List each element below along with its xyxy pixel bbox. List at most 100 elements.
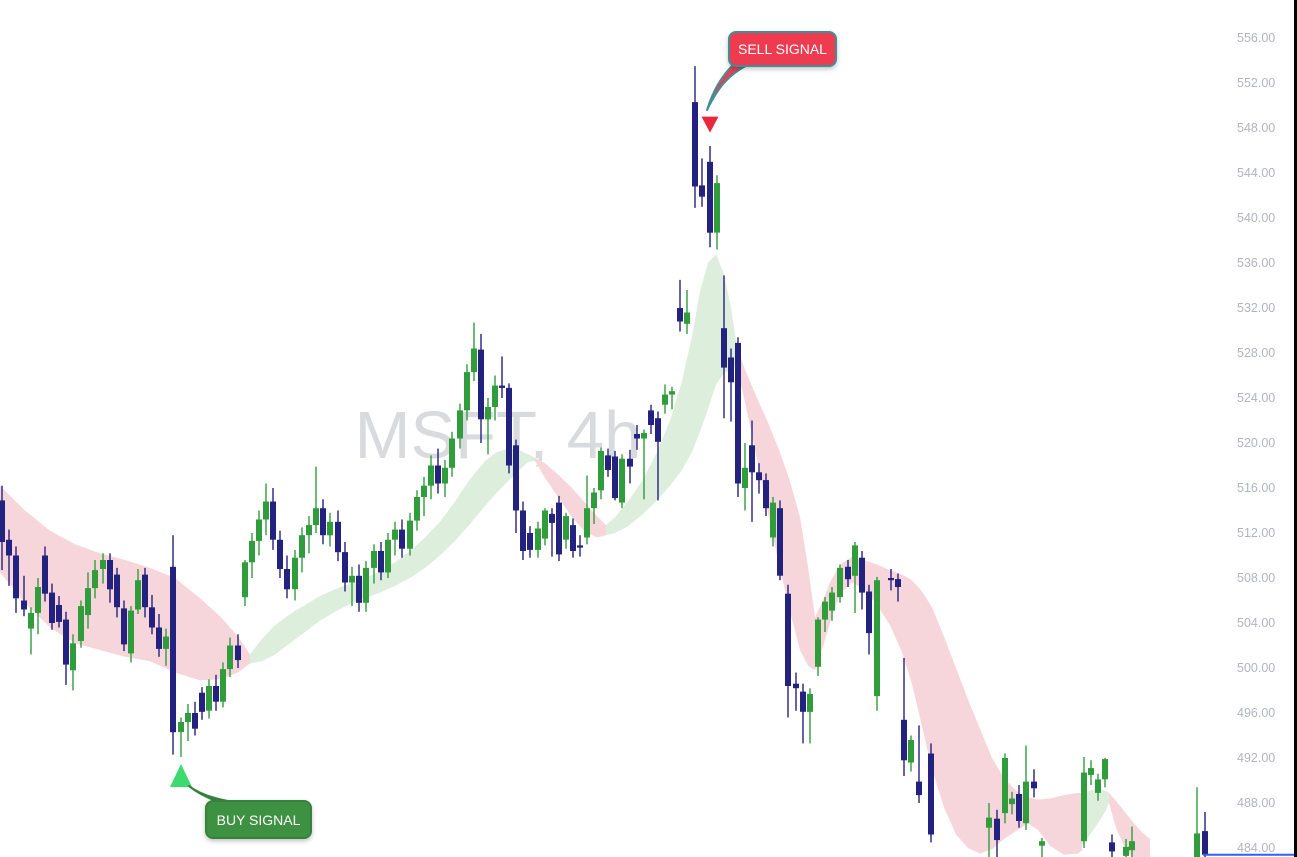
candle — [235, 634, 241, 668]
candle — [916, 725, 922, 803]
candle — [577, 535, 583, 557]
candle — [619, 454, 625, 509]
candle — [1081, 756, 1087, 848]
candle — [42, 546, 48, 602]
price-axis-label: 548.00 — [1237, 121, 1276, 135]
candle — [70, 634, 76, 691]
candle — [570, 518, 576, 558]
candle — [342, 542, 348, 592]
price-axis-label: 496.00 — [1237, 706, 1276, 720]
candle — [506, 383, 512, 474]
candle — [598, 447, 604, 500]
candle — [584, 475, 590, 545]
price-axis-label: 536.00 — [1237, 256, 1276, 270]
candle — [313, 466, 319, 533]
candle — [149, 594, 155, 635]
candle — [227, 637, 233, 677]
candle — [627, 449, 633, 484]
candle — [56, 596, 62, 628]
candle — [793, 672, 799, 711]
candle — [770, 497, 776, 547]
candle — [442, 459, 448, 497]
candle — [1202, 812, 1208, 857]
candle — [535, 521, 541, 558]
candle — [837, 564, 843, 603]
candle — [100, 553, 106, 584]
candle — [815, 617, 821, 676]
candle — [852, 542, 858, 613]
candle — [392, 521, 398, 556]
candle — [299, 527, 305, 573]
candle — [277, 530, 283, 578]
candle — [107, 553, 113, 603]
candle — [156, 614, 162, 657]
candle — [756, 463, 762, 494]
candle — [735, 337, 741, 497]
candle — [371, 544, 377, 584]
candle — [363, 561, 369, 612]
candle — [385, 533, 391, 578]
candle — [662, 384, 668, 414]
candle — [85, 572, 91, 629]
candle — [335, 510, 341, 562]
sell-signal-label: SELL SIGNAL — [738, 41, 827, 57]
candle — [1002, 753, 1008, 824]
candle — [192, 701, 198, 736]
candle — [563, 512, 569, 549]
candle — [692, 66, 698, 208]
candle — [428, 455, 434, 500]
candle — [142, 567, 148, 618]
candle — [21, 575, 27, 617]
candle — [320, 499, 326, 545]
candle — [513, 439, 519, 533]
ribbon-segment-bull — [606, 254, 737, 536]
candle — [492, 375, 498, 421]
candle — [292, 549, 298, 601]
candle — [542, 508, 548, 546]
candle — [1123, 839, 1129, 857]
candle — [256, 510, 262, 556]
buy-signal-marker — [170, 764, 192, 787]
buy-signal-callout: BUY SIGNAL — [205, 800, 312, 839]
price-axis-label: 508.00 — [1237, 571, 1276, 585]
candle — [306, 516, 312, 554]
candle — [1194, 787, 1200, 857]
price-axis-label: 556.00 — [1237, 31, 1276, 45]
candle — [1016, 785, 1022, 828]
sell-callout-tail — [706, 59, 755, 111]
candle — [6, 529, 12, 586]
candle — [714, 175, 720, 250]
candle — [457, 403, 463, 449]
candle — [908, 735, 914, 772]
candle — [648, 404, 654, 434]
candle — [270, 488, 276, 550]
window-right-border — [1294, 0, 1297, 857]
candle — [721, 275, 727, 419]
sell-signal-callout: SELL SIGNAL — [728, 31, 837, 67]
candle — [114, 567, 120, 618]
candle — [928, 743, 934, 843]
candle — [1095, 773, 1101, 801]
candle — [634, 425, 640, 450]
signal-markers — [170, 116, 719, 787]
price-axis-label: 484.00 — [1237, 841, 1276, 855]
candle — [1102, 758, 1108, 788]
price-axis-label: 528.00 — [1237, 346, 1276, 360]
candle — [549, 508, 555, 557]
candle — [669, 386, 675, 410]
candle — [829, 587, 835, 621]
candle — [249, 533, 255, 578]
candle — [35, 578, 41, 635]
candle — [591, 488, 597, 524]
candle — [777, 500, 783, 581]
candle — [178, 717, 184, 757]
candle — [677, 279, 683, 332]
price-axis-label: 504.00 — [1237, 616, 1276, 630]
candle — [163, 628, 169, 666]
candle — [464, 364, 470, 421]
candle — [707, 146, 713, 248]
candle — [28, 607, 34, 655]
candle — [888, 569, 894, 591]
candle — [1031, 769, 1037, 798]
